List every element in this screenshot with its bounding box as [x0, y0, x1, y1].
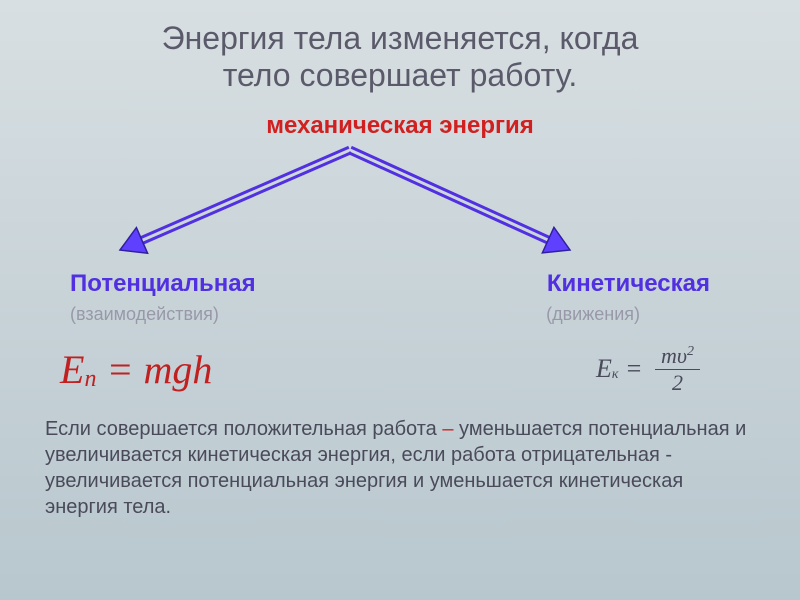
formulas-row: En = mgh Eк = mυ2 2: [0, 343, 800, 396]
ek-denominator: 2: [666, 370, 689, 396]
ep-var: E: [60, 346, 84, 393]
slide-title: Энергия тела изменяется, когда тело сове…: [0, 0, 800, 94]
conclusion-text: Если совершается положительная работа – …: [0, 396, 800, 520]
ek-fraction: mυ2 2: [655, 343, 700, 396]
ek-sub: к: [612, 367, 619, 383]
subtitle-text: механическая энергия: [266, 112, 534, 139]
title-line1: Энергия тела изменяется, когда: [162, 20, 639, 56]
ek-equals: =: [618, 354, 649, 384]
branching-diagram: [0, 140, 800, 280]
branch-sublabels-row: (взаимодействия) (движения): [0, 304, 800, 325]
arrow-right: [349, 147, 570, 253]
ep-rhs: mgh: [143, 346, 212, 393]
ep-equals: =: [96, 346, 143, 393]
arrow-left: [120, 147, 351, 253]
ek-numerator: mυ2: [655, 343, 700, 370]
subtitle: механическая энергия: [0, 112, 800, 140]
ek-var: E: [596, 354, 612, 384]
kinetic-sublabel: (движения): [546, 304, 640, 325]
title-line2: тело совершает работу.: [223, 57, 578, 93]
arrows-svg: [0, 140, 800, 280]
potential-sublabel: (взаимодействия): [70, 304, 219, 325]
ep-sub: n: [84, 366, 96, 393]
potential-formula: En = mgh: [60, 343, 212, 396]
kinetic-formula: Eк = mυ2 2: [596, 343, 700, 396]
